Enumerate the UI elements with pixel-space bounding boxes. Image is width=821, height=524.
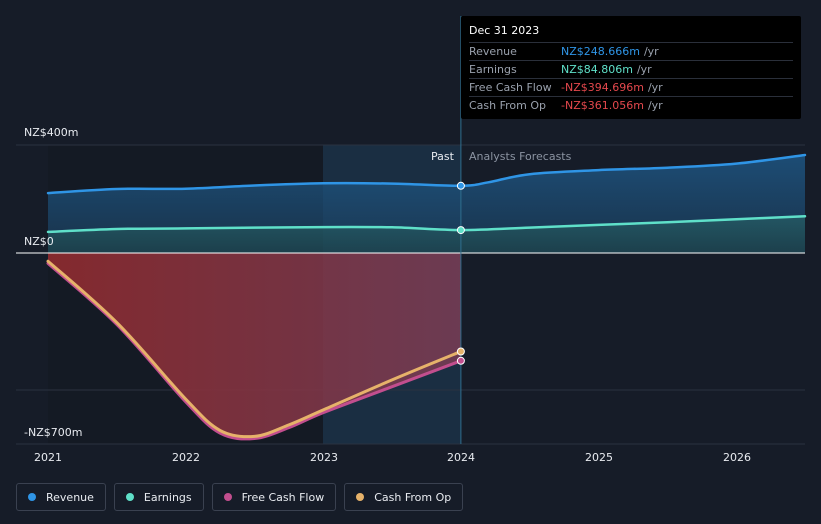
tooltip-unit: /yr	[647, 81, 663, 94]
tooltip: Dec 31 2023 Revenue NZ$248.666m /yr Earn…	[461, 16, 801, 119]
tooltip-row-earnings: Earnings NZ$84.806m /yr	[469, 60, 793, 78]
y-label-top: NZ$400m	[24, 126, 79, 139]
line-earnings	[46, 215, 807, 234]
legend-item-cash-from-op[interactable]: Cash From Op	[344, 483, 464, 511]
tooltip-label: Earnings	[469, 63, 517, 76]
legend-item-revenue[interactable]: Revenue	[16, 483, 106, 511]
y-label-zero: NZ$0	[24, 235, 54, 248]
tooltip-unit: /yr	[647, 99, 663, 112]
legend-label: Revenue	[46, 490, 94, 504]
past-label: Past	[431, 150, 454, 163]
tooltip-label: Free Cash Flow	[469, 81, 552, 94]
tooltip-row-revenue: Revenue NZ$248.666m /yr	[469, 42, 793, 60]
point-revenue[interactable]	[456, 181, 465, 190]
legend-dot-icon	[356, 493, 365, 501]
legend-label: Cash From Op	[374, 490, 452, 504]
y-label-bottom: -NZ$700m	[24, 426, 83, 439]
x-tick-2026: 2026	[723, 451, 751, 464]
tooltip-value: NZ$84.806m	[561, 63, 633, 76]
tooltip-value: -NZ$361.056m	[561, 99, 644, 112]
x-tick-2025: 2025	[585, 451, 613, 464]
line-cash-from-op	[46, 259, 463, 439]
tooltip-row-cash-from-op: Cash From Op -NZ$361.056m /yr	[469, 96, 793, 114]
legend-item-earnings[interactable]: Earnings	[113, 483, 204, 511]
legend: Revenue Earnings Free Cash Flow Cash Fro…	[16, 483, 464, 511]
x-tick-2023: 2023	[310, 451, 338, 464]
legend-label: Free Cash Flow	[241, 490, 325, 504]
x-tick-2021: 2021	[34, 451, 62, 464]
point-cash-from-op[interactable]	[456, 347, 465, 356]
tooltip-value: -NZ$394.696m	[561, 81, 644, 94]
forecast-label: Analysts Forecasts	[469, 150, 572, 163]
point-earnings[interactable]	[456, 226, 465, 235]
legend-dot-icon	[223, 493, 232, 501]
tooltip-date: Dec 31 2023	[469, 24, 540, 37]
legend-dot-icon	[125, 493, 134, 501]
tooltip-unit: /yr	[643, 45, 659, 58]
tooltip-value: NZ$248.666m	[561, 45, 640, 58]
legend-label: Earnings	[143, 490, 192, 504]
area-free-cash-flow	[48, 253, 461, 439]
x-tick-2022: 2022	[172, 451, 200, 464]
x-tick-2024: 2024	[447, 451, 475, 464]
tooltip-label: Cash From Op	[469, 99, 547, 112]
tooltip-label: Revenue	[469, 45, 517, 58]
tooltip-row-free-cash-flow: Free Cash Flow -NZ$394.696m /yr	[469, 78, 793, 96]
point-free-cash-flow[interactable]	[456, 356, 465, 365]
legend-dot-icon	[28, 493, 36, 501]
legend-item-free-cash-flow[interactable]: Free Cash Flow	[211, 483, 337, 511]
tooltip-unit: /yr	[636, 63, 652, 76]
